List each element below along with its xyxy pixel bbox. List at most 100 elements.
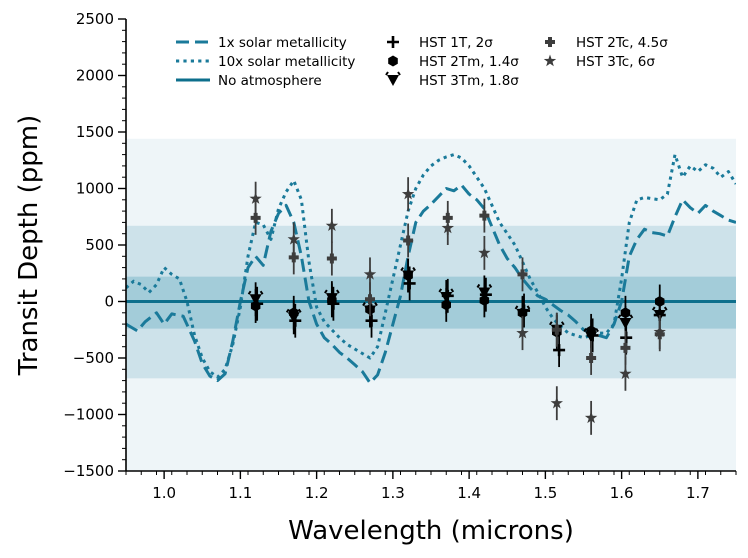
data-point-glyph xyxy=(619,317,632,329)
x-tick-label: 1.6 xyxy=(610,484,634,502)
x-tick-label: 1.5 xyxy=(533,484,557,502)
data-point-glyph xyxy=(325,219,339,231)
data-point-glyph xyxy=(478,287,491,299)
data-point xyxy=(438,288,455,303)
data-point-glyph xyxy=(479,210,490,221)
legend-marker-2 xyxy=(388,55,398,67)
data-point-glyph-tips xyxy=(400,266,416,272)
data-point xyxy=(586,353,597,363)
x-tick-label: 1.2 xyxy=(305,484,329,502)
data-point xyxy=(441,221,454,234)
data-point-glyph xyxy=(326,253,337,264)
data-point-glyph xyxy=(401,187,415,200)
data-point-glyph xyxy=(288,252,299,263)
legend-label: 10x solar metallicity xyxy=(218,54,355,70)
legend-marker-5-glyph xyxy=(543,54,557,67)
data-point-glyph xyxy=(325,293,338,305)
data-point xyxy=(551,324,562,335)
sigma-bands xyxy=(126,138,736,471)
data-point-glyph xyxy=(553,344,566,357)
y-tick-label: 1000 xyxy=(76,180,114,198)
legend-marker-3-glyph xyxy=(387,75,399,86)
y-tick-label: −1500 xyxy=(63,462,114,480)
data-point xyxy=(250,212,261,223)
x-tick-label: 1.0 xyxy=(152,484,176,502)
data-point-glyph-tips xyxy=(617,314,634,319)
data-point-glyph xyxy=(287,312,300,324)
legend-marker-3 xyxy=(385,71,401,86)
x-tick-label: 1.3 xyxy=(381,484,405,502)
data-point xyxy=(479,210,490,221)
data-point-glyph xyxy=(402,270,415,282)
data-point xyxy=(285,308,302,324)
data-point-glyph xyxy=(585,331,598,343)
data-point xyxy=(478,246,491,259)
legend-label: HST 3Tm, 1.8σ xyxy=(419,73,519,89)
data-point xyxy=(476,283,493,299)
data-point-glyph xyxy=(363,267,377,280)
legend-marker-4 xyxy=(545,37,555,47)
data-point xyxy=(516,326,529,339)
data-point-glyph xyxy=(287,232,300,245)
data-point xyxy=(619,367,632,380)
data-point-glyph xyxy=(441,221,454,234)
data-point-glyph-tips xyxy=(247,290,264,295)
y-tick-label: −1000 xyxy=(63,406,114,424)
data-point xyxy=(326,253,337,264)
y-tick-label: −500 xyxy=(73,349,114,367)
data-point-glyph xyxy=(551,324,562,335)
legend-marker-1 xyxy=(387,36,399,48)
y-tick-label: 2500 xyxy=(76,10,114,28)
x-tick-label: 1.1 xyxy=(228,484,252,502)
data-point-glyph xyxy=(365,314,378,327)
data-point xyxy=(249,192,262,204)
data-point-glyph-tips xyxy=(438,288,455,293)
data-point-glyph xyxy=(653,325,666,338)
point-series-5 xyxy=(249,177,666,435)
data-point-glyph xyxy=(517,269,528,280)
data-point-glyph-tips xyxy=(651,306,668,311)
data-point xyxy=(517,269,528,280)
data-point xyxy=(403,235,414,246)
data-point-glyph-tips xyxy=(514,305,531,310)
data-point xyxy=(550,396,563,409)
data-point-glyph-tips xyxy=(476,283,493,289)
data-point-glyph-tips xyxy=(583,327,599,333)
data-point-glyph xyxy=(516,326,529,339)
data-point-glyph xyxy=(620,342,631,353)
data-point xyxy=(401,187,415,200)
data-point xyxy=(365,294,375,305)
data-point xyxy=(583,327,599,343)
data-point xyxy=(553,344,566,357)
legend-label: 1x solar metallicity xyxy=(218,35,347,51)
y-axis-title: Transit Depth (ppm) xyxy=(14,115,44,376)
data-point xyxy=(617,314,634,329)
data-point-glyph-tips xyxy=(285,308,302,313)
legend-label: No atmosphere xyxy=(218,73,322,89)
data-point-glyph xyxy=(403,235,414,246)
y-tick-label: 1500 xyxy=(76,123,114,141)
data-point-glyph xyxy=(478,246,491,259)
model-lines xyxy=(126,153,736,385)
data-point xyxy=(287,232,300,245)
data-point-glyph xyxy=(584,411,598,424)
legend: 1x solar metallicity 10x solar metallicit… xyxy=(176,35,668,89)
data-point-glyph xyxy=(586,353,597,363)
data-point xyxy=(363,267,377,280)
legend-marker-3-glyph-tips xyxy=(385,71,401,76)
data-points xyxy=(247,177,668,435)
data-point-glyph xyxy=(440,291,453,303)
data-point-glyph xyxy=(365,294,375,305)
legend-label: HST 1T, 2σ xyxy=(419,35,493,51)
x-tick-label: 1.7 xyxy=(686,484,710,502)
data-point xyxy=(620,342,631,353)
y-tick-label: 2000 xyxy=(76,67,114,85)
y-tick-label: 500 xyxy=(85,236,114,254)
point-series-4 xyxy=(250,198,665,375)
x-axis-title: Wavelength (microns) xyxy=(288,516,574,546)
data-point xyxy=(514,305,531,320)
data-point xyxy=(325,219,339,231)
data-point-glyph xyxy=(249,294,262,306)
data-point xyxy=(584,411,598,424)
data-point-glyph-tips xyxy=(324,289,340,294)
